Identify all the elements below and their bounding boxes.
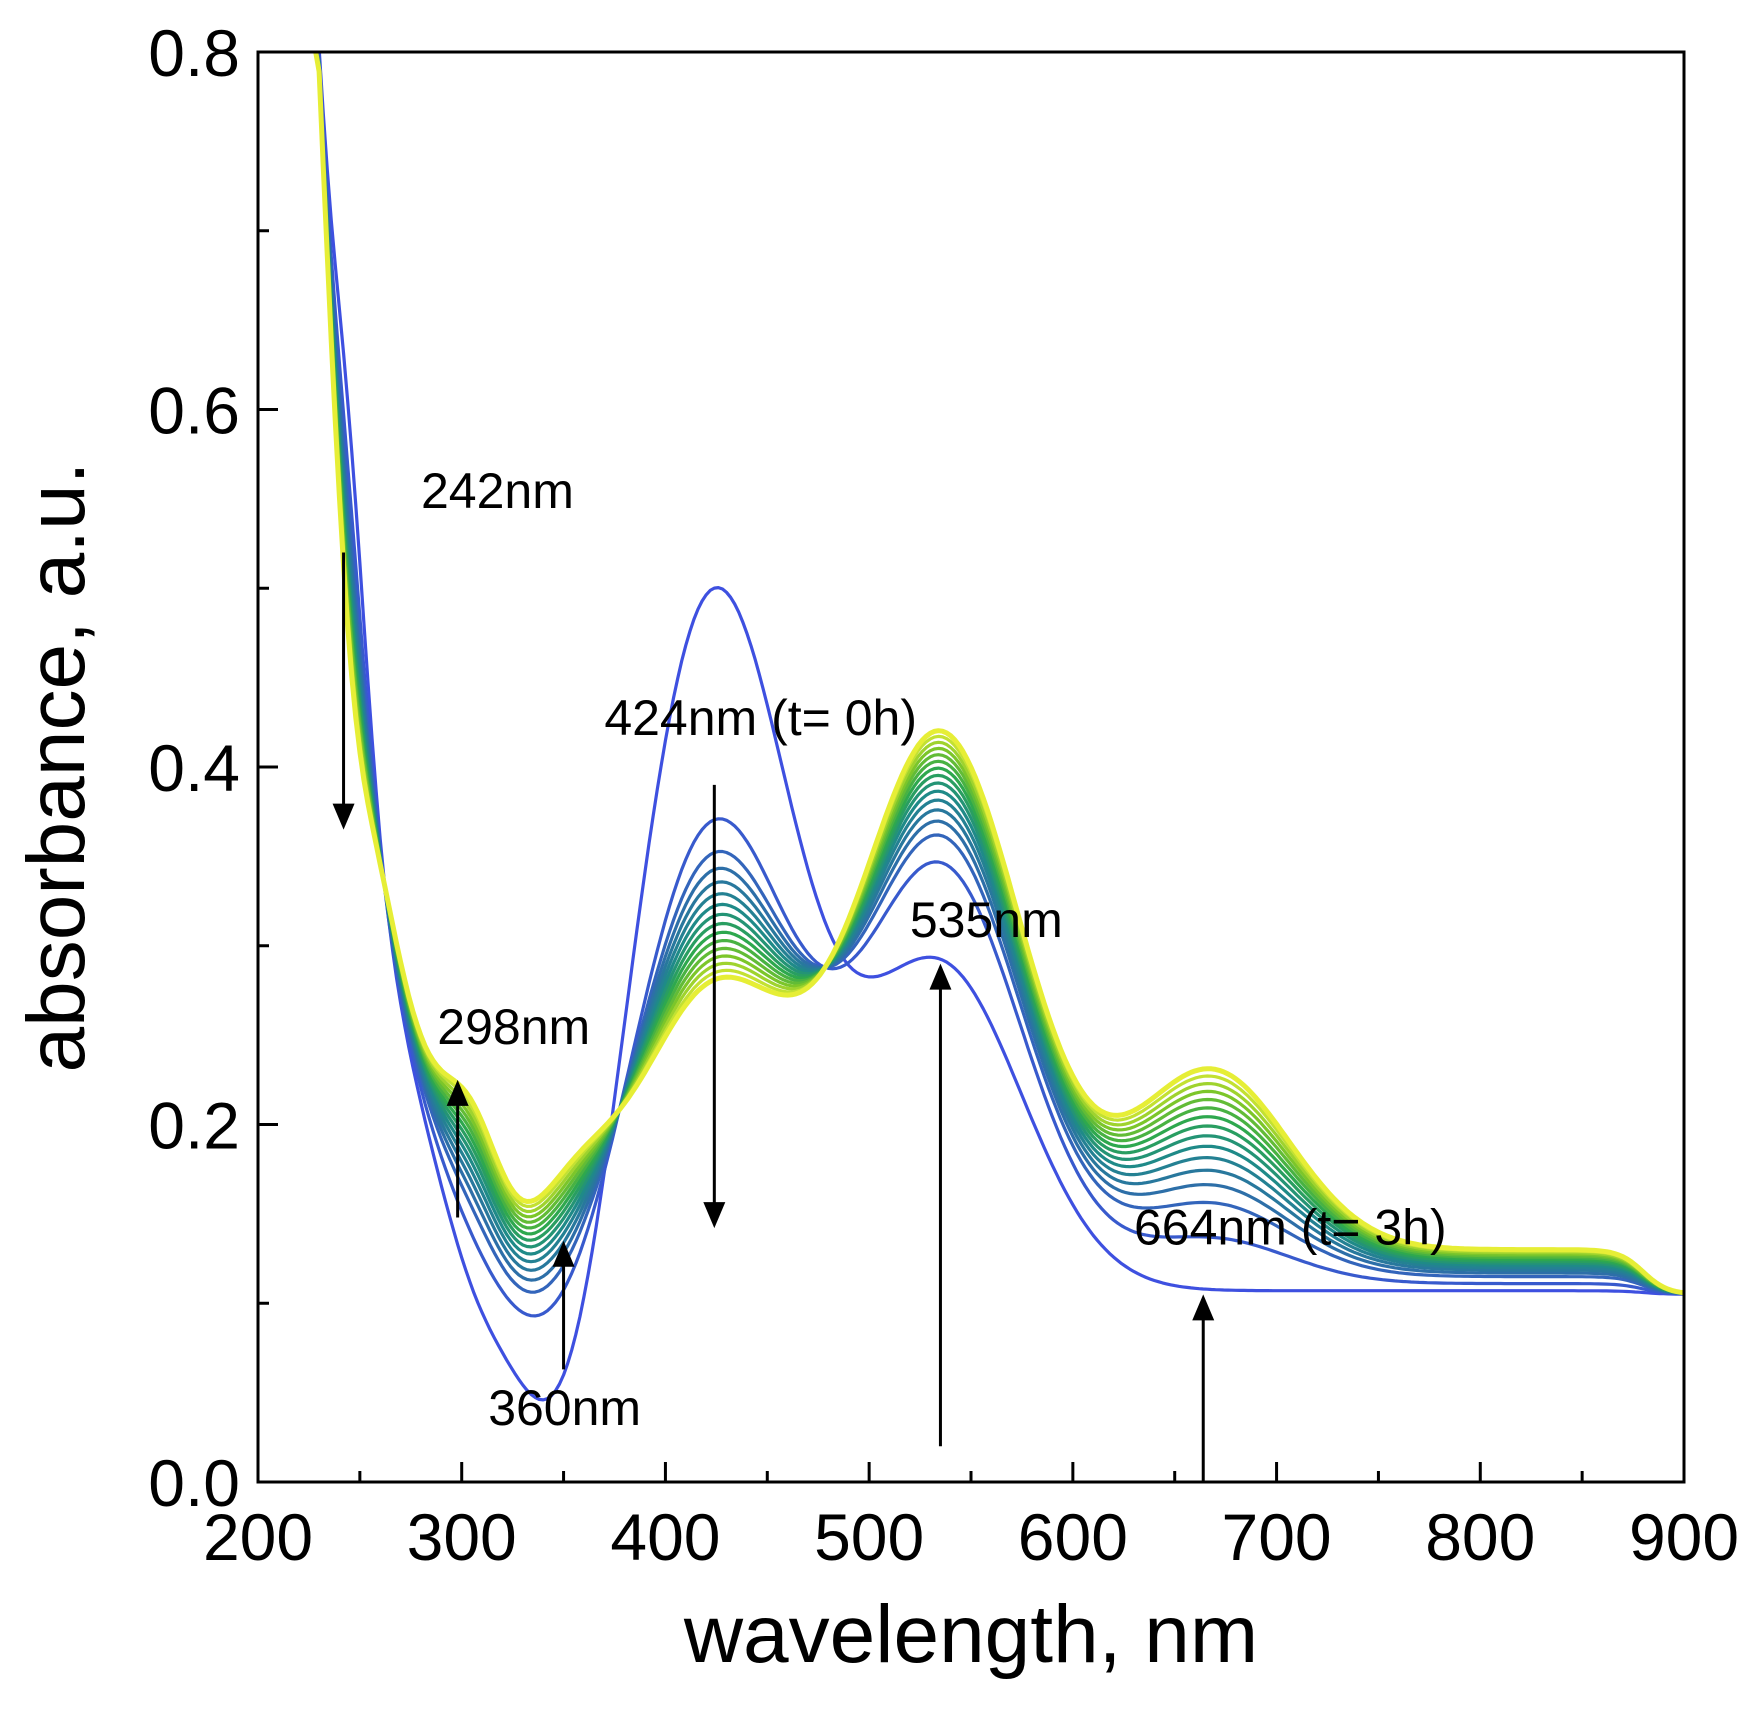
x-tick-label: 700 (1222, 1500, 1332, 1574)
spectrum-series-13 (314, 52, 1684, 1295)
y-tick-label: 0.2 (148, 1089, 240, 1163)
spectrum-series-11 (314, 52, 1684, 1295)
spectrum-series-8 (314, 52, 1684, 1295)
x-axis-ticks (256, 1462, 1686, 1482)
spectrum-series-7 (314, 52, 1684, 1295)
x-tick-label: 800 (1425, 1500, 1535, 1574)
x-tick-label: 500 (814, 1500, 924, 1574)
spectrum-series-2 (314, 52, 1684, 1296)
arrow-head-2 (552, 1240, 575, 1267)
spectrum-series-15 (313, 52, 1684, 1296)
x-tick-label: 300 (407, 1500, 517, 1574)
arrow-head-0 (332, 803, 355, 830)
x-axis-tick-labels: 200 300 400 500 600 700 800 900 (203, 1500, 1739, 1574)
x-tick-label: 900 (1629, 1500, 1739, 1574)
x-tick-label: 200 (203, 1500, 313, 1574)
spectrum-series-14 (314, 52, 1684, 1295)
annotation-298nm: 298nm (437, 999, 590, 1055)
arrow-head-3 (703, 1202, 726, 1229)
x-axis-title: wavelength, nm (683, 1589, 1258, 1680)
annotation-535nm: 535nm (910, 892, 1063, 948)
spectrum-series-1 (315, 52, 1684, 1318)
y-axis-tick-labels: 0.0 0.2 0.4 0.6 0.8 (148, 16, 240, 1520)
arrow-head-5 (1192, 1294, 1215, 1321)
annotation-664nm: 664nm (t= 3h) (1134, 1199, 1447, 1255)
x-tick-label: 600 (1018, 1500, 1128, 1574)
y-tick-label: 0.8 (148, 16, 240, 90)
axes-group: 200 300 400 500 600 700 800 900 0.0 0.2 … (11, 16, 1739, 1680)
x-tick-label: 400 (610, 1500, 720, 1574)
spectrum-series-12 (314, 52, 1684, 1295)
spectrum-series-9 (314, 52, 1684, 1295)
y-axis-ticks (258, 50, 278, 1484)
spectrum-series-10 (314, 52, 1684, 1295)
annotation-242nm: 242nm (421, 463, 574, 519)
arrow-head-1 (446, 1079, 469, 1106)
annotation-424nm: 424nm (t= 0h) (604, 690, 917, 746)
arrow-head-4 (929, 963, 952, 990)
y-tick-label: 0.4 (148, 731, 240, 805)
spectrum-series-3 (314, 52, 1684, 1296)
spectrum-series-5 (314, 52, 1684, 1295)
spectra-series-group (313, 52, 1684, 1402)
y-tick-label: 0.6 (148, 374, 240, 448)
spectrum-series-4 (314, 52, 1684, 1296)
spectrum-series-6 (314, 52, 1684, 1295)
y-axis-title: absorbance, a.u. (11, 462, 102, 1073)
arrow-group (332, 552, 1215, 1482)
y-tick-label: 0.0 (148, 1446, 240, 1520)
spectrum-series-0 (317, 52, 1684, 1402)
annotation-group: 242nm 298nm 360nm 424nm (t= 0h) 535nm 66… (421, 463, 1447, 1436)
annotation-360nm: 360nm (488, 1380, 641, 1436)
